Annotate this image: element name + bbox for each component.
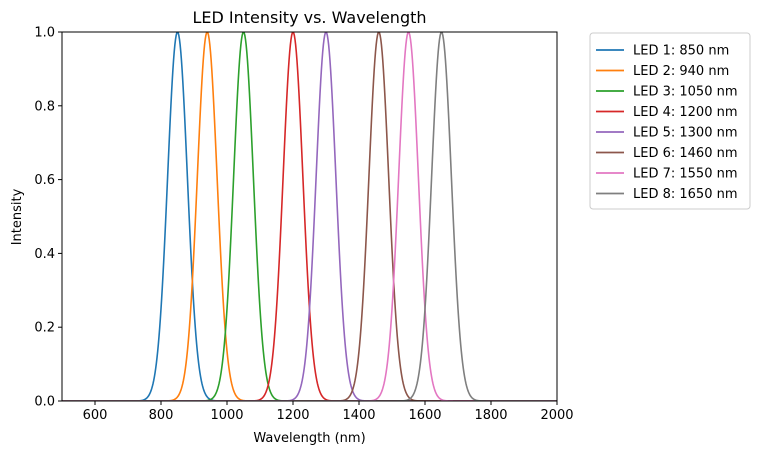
x-tick-label: 1000 <box>210 408 243 423</box>
series-line-led-8 <box>62 32 557 401</box>
legend-label-led-1: LED 1: 850 nm <box>633 44 729 59</box>
plot-frame <box>61 31 558 402</box>
y-axis-label: Intensity <box>10 188 25 245</box>
legend-label-led-5: LED 5: 1300 nm <box>633 126 738 141</box>
y-tick-label: 0.6 <box>34 173 55 188</box>
series-line-led-5 <box>62 32 557 401</box>
y-tick-label: 0.8 <box>34 99 55 114</box>
y-tick-label: 0.0 <box>34 395 55 410</box>
series-line-led-3 <box>62 32 557 401</box>
x-tick-label: 1400 <box>342 408 375 423</box>
legend-label-led-4: LED 4: 1200 nm <box>633 105 738 120</box>
x-tick-label: 2000 <box>540 408 573 423</box>
series-line-led-7 <box>62 32 557 401</box>
legend-label-led-8: LED 8: 1650 nm <box>633 187 738 202</box>
series-line-led-4 <box>62 32 557 401</box>
legend-label-led-7: LED 7: 1550 nm <box>633 167 738 182</box>
y-tick-label: 1.0 <box>34 26 55 41</box>
legend-label-led-2: LED 2: 940 nm <box>633 64 729 79</box>
axis-ticks: 600 800 1000 1200 1400 1600 1800 2000 0.0 0.2 0.4 0… <box>34 26 573 424</box>
legend-label-led-6: LED 6: 1460 nm <box>633 146 738 161</box>
y-tick-label: 0.4 <box>34 247 55 262</box>
series-line-led-1 <box>62 32 557 401</box>
x-tick-label: 1200 <box>276 408 309 423</box>
legend-label-led-3: LED 3: 1050 nm <box>633 85 738 100</box>
series-line-led-6 <box>62 32 557 401</box>
legend-box <box>589 32 751 210</box>
x-tick-label: 800 <box>149 408 174 423</box>
series-line-led-2 <box>62 32 557 401</box>
x-tick-label: 600 <box>83 408 108 423</box>
chart-title: LED Intensity vs. Wavelength <box>192 8 426 27</box>
y-tick-label: 0.2 <box>34 321 55 336</box>
plot-area <box>62 32 557 401</box>
x-tick-label: 1800 <box>474 408 507 423</box>
x-tick-label: 1600 <box>408 408 441 423</box>
x-axis-label: Wavelength (nm) <box>253 431 365 446</box>
legend: LED 1: 850 nm LED 2: 940 nm LED 3: 1050 nm… <box>589 32 751 210</box>
